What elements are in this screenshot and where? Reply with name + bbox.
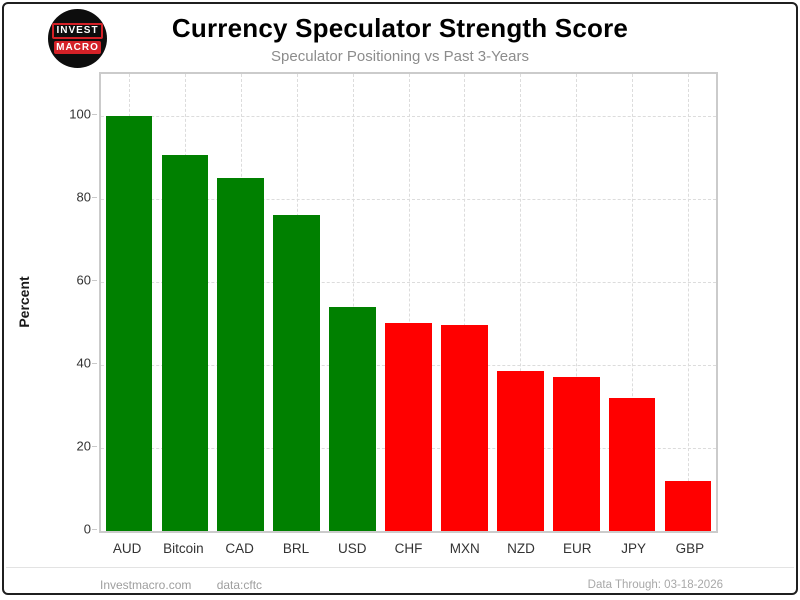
x-tick-label-Bitcoin: Bitcoin [163,541,204,556]
y-tick-mark-80 [92,196,97,198]
y-tick-mark-20 [92,445,97,447]
gridline-vertical-JPY [632,74,634,531]
investmacro-logo: INVEST MACRO [48,9,107,68]
bar-GBP [664,481,712,531]
bar-AUD [105,115,153,531]
gridline-vertical-GBP [688,74,690,531]
gridline-vertical-EUR [576,74,578,531]
x-axis-tick-labels: AUD Bitcoin CAD BRL USD CHF MXN NZD EUR JPY GBP [99,541,718,561]
footer-attribution: Investmacro.com data:cftc [100,578,262,592]
bar-Bitcoin [161,155,209,531]
footer-data-through: Data Through: 03-18-2026 [587,579,723,591]
gridline-vertical-MXN [464,74,466,531]
bar-EUR [552,377,600,531]
x-tick-label-CAD: CAD [225,541,254,556]
y-axis-tick-labels: 0 20 40 60 80 100 [0,72,91,536]
x-tick-label-CHF: CHF [394,541,423,556]
y-tick-mark-0 [92,529,97,530]
bar-JPY [608,398,656,531]
plot-canvas [101,74,716,531]
gridline-vertical-NZD [520,74,522,531]
x-tick-label-NZD: NZD [507,541,535,556]
plot-area [99,72,718,533]
x-tick-label-BRL: BRL [282,541,310,556]
gridline-vertical-CHF [408,74,410,531]
y-tick-mark-60 [92,279,97,281]
y-axis-tick-marks [92,72,98,530]
logo-invest-text: INVEST [52,23,103,39]
y-tick-mark-100 [92,113,97,115]
x-tick-label-MXN: MXN [449,541,480,556]
y-tick-label-100: 100 [69,106,91,122]
y-tick-label-20: 20 [76,438,91,454]
y-tick-mark-40 [92,362,97,364]
y-tick-label-0: 0 [83,521,91,537]
bar-BRL [273,215,320,531]
footer-divider [6,567,794,568]
y-tick-label-80: 80 [76,189,91,205]
bar-CAD [217,177,265,531]
bar-MXN [441,325,488,531]
footer-site-text: Investmacro.com [100,578,192,592]
y-tick-label-60: 60 [76,272,91,288]
x-tick-label-AUD: AUD [112,541,142,556]
logo-macro-text: MACRO [54,41,101,54]
gridline-vertical-USD [352,74,354,531]
y-tick-label-40: 40 [76,355,91,371]
bar-CHF [385,323,432,531]
bar-NZD [496,371,544,531]
x-tick-label-JPY: JPY [621,541,646,556]
x-tick-label-USD: USD [337,541,367,556]
chart-subtitle: Speculator Positioning vs Past 3-Years [271,48,529,65]
footer-source-text: data:cftc [216,578,263,592]
x-tick-label-EUR: EUR [563,541,592,556]
x-tick-label-GBP: GBP [675,541,705,556]
chart-title: Currency Speculator Strength Score [171,13,629,43]
bar-USD [329,306,376,531]
